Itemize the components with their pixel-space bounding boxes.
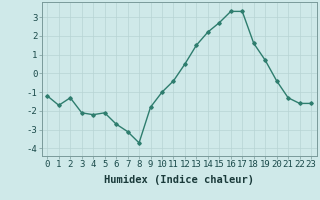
X-axis label: Humidex (Indice chaleur): Humidex (Indice chaleur)	[104, 175, 254, 185]
